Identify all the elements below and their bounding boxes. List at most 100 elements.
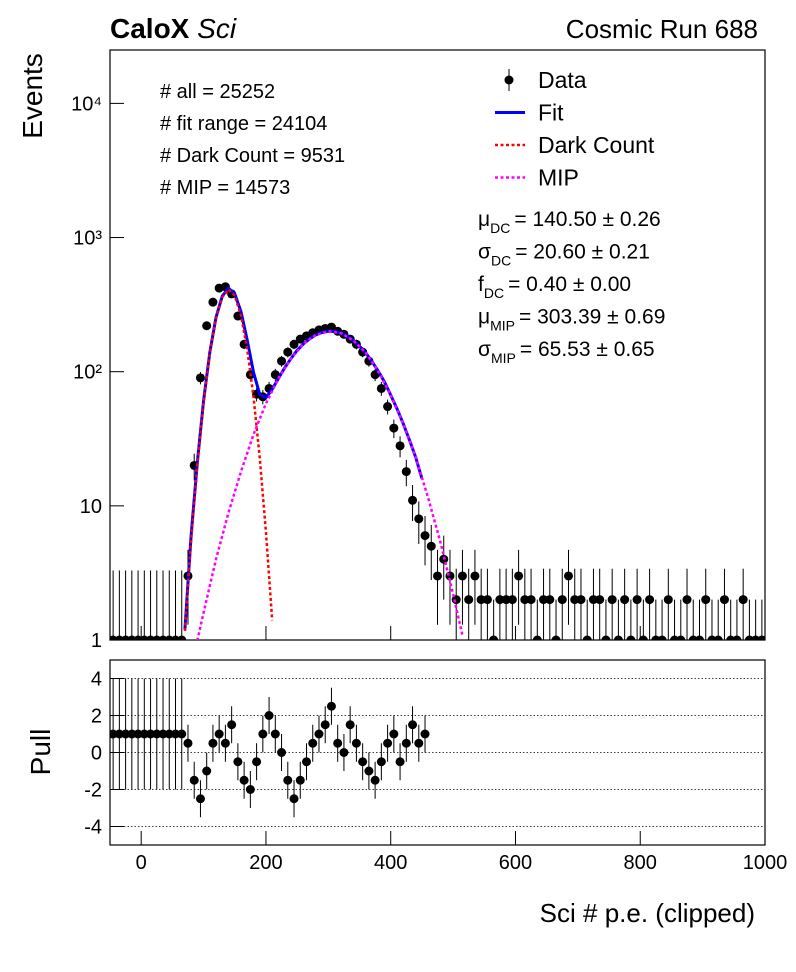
param-value: = 65.53 ± 0.65 (520, 338, 655, 361)
data-point (270, 729, 280, 739)
param-value: = 0.40 ± 0.00 (508, 273, 631, 296)
legend-label: Dark Count (538, 132, 655, 158)
data-point (695, 635, 704, 640)
data-point (501, 595, 511, 605)
data-point (401, 738, 411, 748)
data-point (277, 356, 287, 366)
data-point (195, 373, 205, 383)
data-point (370, 775, 380, 785)
y-tick-label: 4 (91, 669, 102, 691)
x-axis-title: Sci # p.e. (clipped) (540, 898, 755, 928)
legend-label: Fit (538, 100, 564, 126)
data-point (164, 729, 174, 739)
data-point (470, 571, 480, 581)
data-point (507, 595, 517, 605)
param-symbol: σ (478, 338, 491, 361)
fit-line (183, 287, 274, 631)
data-point (289, 339, 299, 349)
fit-parameter: μDC = 140.50 ± 0.26 (478, 208, 661, 236)
data-point (383, 738, 393, 748)
data-point (214, 729, 224, 739)
legend-label: Data (538, 67, 587, 93)
data-point (582, 635, 592, 640)
data-point (595, 595, 605, 605)
fit-parameter: σMIP = 65.53 ± 0.65 (478, 338, 655, 366)
data-point (239, 775, 249, 785)
data-point (114, 729, 124, 739)
data-point (320, 720, 330, 730)
data-point (389, 729, 399, 739)
param-subscript: DC (484, 285, 504, 301)
stat-text: # all = 25252 (160, 81, 275, 103)
data-point (264, 711, 274, 720)
y-tick-label: 10³ (73, 228, 102, 250)
data-point (202, 321, 212, 331)
data-point (133, 729, 143, 739)
data-point (177, 635, 187, 640)
data-point (351, 738, 361, 748)
data-point (420, 531, 430, 541)
data-point (383, 402, 393, 412)
y-tick-label: 2 (91, 706, 102, 728)
data-point (302, 757, 311, 767)
data-point (738, 595, 748, 605)
data-point (613, 635, 623, 640)
data-point (657, 635, 667, 640)
stat-text: # fit range = 24104 (160, 113, 327, 135)
y-tick-label: 10 (80, 496, 102, 518)
data-point (495, 595, 505, 605)
data-point (395, 757, 405, 767)
y-tick-label: 10⁴ (71, 93, 102, 115)
data-point (482, 595, 492, 605)
x-tick-label: 0 (136, 852, 147, 874)
param-subscript: MIP (490, 318, 515, 334)
data-point (420, 729, 430, 739)
stat-text: # Dark Count = 9531 (160, 145, 345, 167)
fit-parameter: fDC = 0.40 ± 0.00 (478, 273, 631, 301)
data-point (645, 595, 655, 605)
data-point (245, 785, 255, 794)
data-point (395, 441, 405, 451)
chart-title: CaloX Sci (110, 13, 237, 44)
fit-line (183, 286, 424, 630)
data-point (189, 775, 199, 785)
data-point (476, 595, 486, 605)
x-tick-label: 600 (499, 852, 532, 874)
data-point (127, 729, 137, 739)
data-point (208, 297, 218, 307)
data-point (414, 738, 424, 748)
param-symbol: μ (478, 306, 490, 329)
data-point (364, 766, 374, 776)
data-point (158, 729, 168, 739)
data-point (682, 595, 692, 605)
data-point (433, 571, 442, 581)
y-axis-title: Events (17, 53, 48, 139)
data-point (620, 595, 630, 605)
data-point (557, 595, 567, 605)
data-point (551, 635, 561, 640)
data-point (202, 766, 212, 776)
x-tick-label: 1000 (743, 852, 788, 874)
param-subscript: MIP (491, 350, 516, 366)
data-point (626, 635, 636, 640)
x-tick-label: 200 (249, 852, 282, 874)
data-point (408, 720, 418, 730)
data-point (663, 595, 673, 605)
param-value: = 303.39 ± 0.69 (519, 306, 665, 329)
data-point (333, 738, 343, 748)
param-symbol: f (478, 273, 484, 296)
y-tick-label: 1 (91, 630, 102, 652)
param-subscript: DC (490, 220, 510, 236)
data-point (532, 635, 542, 640)
data-point (283, 775, 293, 785)
data-point (588, 595, 598, 605)
y-tick-label: -2 (84, 780, 102, 802)
plot-frame (109, 49, 766, 641)
fit-parameter: σDC = 20.60 ± 0.21 (478, 241, 650, 269)
data-point (564, 571, 573, 581)
data-point (489, 635, 499, 640)
title-main: CaloX (110, 13, 190, 44)
data-point (638, 635, 648, 640)
param-subscript: DC (491, 253, 511, 269)
